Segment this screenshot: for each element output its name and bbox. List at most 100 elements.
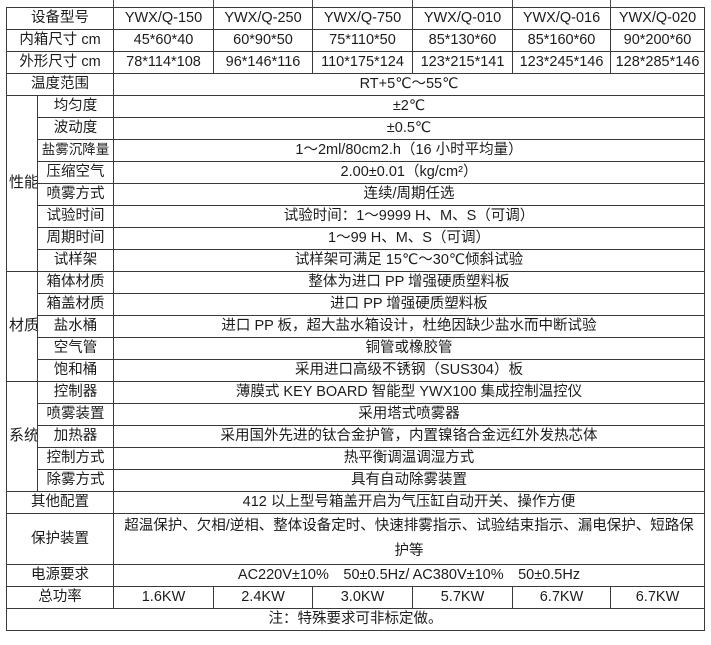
row-label: 加热器	[37, 425, 114, 448]
row-label: 喷雾装置	[37, 403, 114, 426]
row-label: 试验时间	[37, 205, 114, 228]
top-tick	[412, 0, 413, 7]
row-value: 1～2ml/80cm2.h（16 小时平均量）	[113, 139, 705, 162]
size-cell: 96*146*116	[213, 51, 313, 74]
row-label: 饱和桶	[37, 359, 114, 382]
row-label: 喷雾方式	[37, 183, 114, 206]
row-value: 进口 PP 板，超大盐水箱设计，杜绝因缺少盐水而中断试验	[113, 315, 705, 338]
row-system: 系统 控制器 薄膜式 KEY BOARD 智能型 YWX100 集成控制温控仪	[6, 381, 705, 492]
size-cell: 85*130*60	[412, 29, 513, 52]
power-cell: 3.0KW	[312, 586, 413, 609]
row-value: 412 以上型号箱盖开启为气压缸自动开关、操作方便	[113, 491, 705, 514]
row-value: ±0.5℃	[113, 117, 705, 140]
row-note: 注：特殊要求可非标定做。	[6, 608, 705, 631]
model-cell: YWX/Q-750	[312, 7, 413, 30]
row-value: 试样架可满足 15℃～30℃倾斜试验	[113, 249, 705, 272]
group-label-system: 系统	[6, 381, 38, 492]
row-models: 设备型号 YWX/Q-150 YWX/Q-250 YWX/Q-750 YWX/Q…	[6, 7, 705, 30]
row-label: 其他配置	[6, 491, 114, 514]
row-value: 采用国外先进的钛合金护管，内置镍铬合金远红外发热芯体	[113, 425, 705, 448]
row-temp-range: 温度范围 RT+5℃～55℃	[6, 73, 705, 96]
row-value: 1～99 H、M、S（可调）	[113, 227, 705, 250]
power-cell: 6.7KW	[512, 586, 611, 609]
row-outer-size: 外形尺寸 cm 78*114*108 96*146*116 110*175*12…	[6, 51, 705, 74]
row-label: 内箱尺寸 cm	[6, 29, 114, 52]
row-perf: 性能 均匀度 ±2℃	[6, 95, 705, 272]
row-material: 材质 箱体材质 整体为进口 PP 增强硬质塑料板	[6, 271, 705, 382]
group-label-material: 材质	[6, 271, 38, 382]
row-value: 整体为进口 PP 增强硬质塑料板	[113, 271, 705, 294]
row-label: 压缩空气	[37, 161, 114, 184]
row-label: 设备型号	[6, 7, 114, 30]
row-label: 试样架	[37, 249, 114, 272]
row-material: 箱盖材质 进口 PP 增强硬质塑料板	[7, 293, 705, 316]
row-label: 箱体材质	[37, 271, 114, 294]
spec-table: 设备型号 YWX/Q-150 YWX/Q-250 YWX/Q-750 YWX/Q…	[6, 7, 705, 631]
row-value: 进口 PP 增强硬质塑料板	[113, 293, 705, 316]
row-other-config: 其他配置 412 以上型号箱盖开启为气压缸自动开关、操作方便	[6, 491, 705, 514]
group-label-performance: 性能	[6, 95, 38, 272]
row-perf: 试验时间 试验时间：1～9999 H、M、S（可调）	[7, 205, 705, 228]
row-protection: 保护装置 超温保护、欠相/逆相、整体设备定时、快速排雾指示、试验结束指示、漏电保…	[6, 513, 705, 565]
row-system: 控制方式 热平衡调温调湿方式	[7, 447, 705, 470]
row-label: 波动度	[37, 117, 114, 140]
size-cell: 128*285*146	[610, 51, 705, 74]
row-label: 周期时间	[37, 227, 114, 250]
model-cell: YWX/Q-250	[213, 7, 313, 30]
row-label: 盐水桶	[37, 315, 114, 338]
size-cell: 85*160*60	[512, 29, 611, 52]
row-perf: 试样架 试样架可满足 15℃～30℃倾斜试验	[7, 249, 705, 272]
row-inner-size: 内箱尺寸 cm 45*60*40 60*90*50 75*110*50 85*1…	[6, 29, 705, 52]
top-tick	[512, 0, 513, 7]
size-cell: 110*175*124	[312, 51, 413, 74]
row-power-req: 电源要求 AC220V±10% 50±0.5Hz/ AC380V±10% 50±…	[6, 564, 705, 587]
size-cell: 78*114*108	[113, 51, 214, 74]
power-cell: 5.7KW	[412, 586, 513, 609]
size-cell: 45*60*40	[113, 29, 214, 52]
row-value: 薄膜式 KEY BOARD 智能型 YWX100 集成控制温控仪	[113, 381, 705, 404]
row-perf: 盐雾沉降量 1～2ml/80cm2.h（16 小时平均量）	[7, 139, 705, 162]
row-value: RT+5℃～55℃	[113, 73, 705, 96]
row-label: 除雾方式	[37, 469, 114, 492]
row-perf: 周期时间 1～99 H、M、S（可调）	[7, 227, 705, 250]
row-value: 2.00±0.01（kg/cm²）	[113, 161, 705, 184]
top-tick	[213, 0, 214, 7]
row-label: 空气管	[37, 337, 114, 360]
row-label: 盐雾沉降量	[37, 139, 114, 162]
row-system: 喷雾装置 采用塔式喷雾器	[7, 403, 705, 426]
row-value: 连续/周期任选	[113, 183, 705, 206]
row-label: 控制方式	[37, 447, 114, 470]
row-total-power: 总功率 1.6KW 2.4KW 3.0KW 5.7KW 6.7KW 6.7KW	[6, 586, 705, 609]
power-cell: 6.7KW	[610, 586, 705, 609]
top-tick	[610, 0, 611, 7]
model-cell: YWX/Q-010	[412, 7, 513, 30]
row-material: 盐水桶 进口 PP 板，超大盐水箱设计，杜绝因缺少盐水而中断试验	[7, 315, 705, 338]
size-cell: 60*90*50	[213, 29, 313, 52]
row-label: 电源要求	[6, 564, 114, 587]
model-cell: YWX/Q-020	[610, 7, 705, 30]
note-text: 注：特殊要求可非标定做。	[6, 608, 705, 631]
row-label: 保护装置	[6, 513, 114, 565]
size-cell: 75*110*50	[312, 29, 413, 52]
row-system: 加热器 采用国外先进的钛合金护管，内置镍铬合金远红外发热芯体	[7, 425, 705, 448]
row-value: AC220V±10% 50±0.5Hz/ AC380V±10% 50±0.5Hz	[113, 564, 705, 587]
size-cell: 90*200*60	[610, 29, 705, 52]
row-value: 超温保护、欠相/逆相、整体设备定时、快速排雾指示、试验结束指示、漏电保护、短路保…	[113, 513, 705, 565]
row-label: 温度范围	[6, 73, 114, 96]
row-label: 控制器	[37, 381, 114, 404]
power-cell: 2.4KW	[213, 586, 313, 609]
row-label: 总功率	[6, 586, 114, 609]
model-cell: YWX/Q-016	[512, 7, 611, 30]
row-perf: 波动度 ±0.5℃	[7, 117, 705, 140]
power-cell: 1.6KW	[113, 586, 214, 609]
row-perf: 压缩空气 2.00±0.01（kg/cm²）	[7, 161, 705, 184]
row-system: 除雾方式 具有自动除雾装置	[7, 469, 705, 492]
row-perf: 喷雾方式 连续/周期任选	[7, 183, 705, 206]
top-tick	[113, 0, 114, 7]
row-value: 试验时间：1～9999 H、M、S（可调）	[113, 205, 705, 228]
row-material: 饱和桶 采用进口高级不锈钢（SUS304）板	[7, 359, 705, 382]
row-label: 均匀度	[37, 95, 114, 118]
row-material: 空气管 铜管或橡胶管	[7, 337, 705, 360]
model-cell: YWX/Q-150	[113, 7, 214, 30]
